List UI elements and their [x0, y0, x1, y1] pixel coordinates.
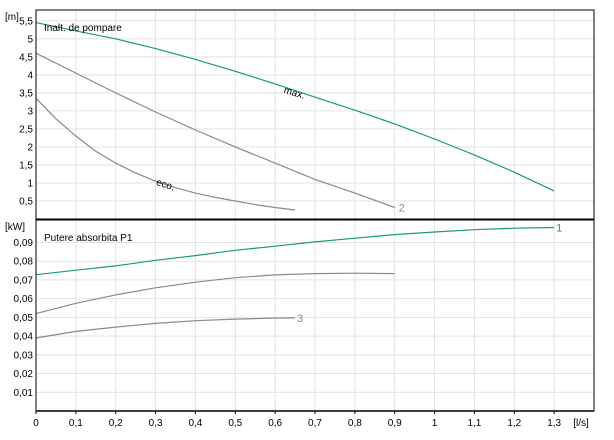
y-tick-label: 3 [27, 106, 33, 117]
x-tick-label: 0,8 [348, 418, 362, 429]
x-tick-label: 1,2 [507, 418, 521, 429]
grid-layer [36, 10, 594, 411]
y-tick-label: 2,5 [19, 124, 33, 135]
y-tick-label: 5,5 [19, 16, 33, 27]
y-axis-label: [kW] [5, 222, 25, 233]
panel-title: Inalt. de pompare [44, 23, 122, 34]
y-tick-label: 0,09 [14, 238, 34, 249]
x-tick-label: 0,3 [149, 418, 163, 429]
x-tick-label: 0 [33, 418, 39, 429]
y-tick-label: 4 [27, 70, 33, 81]
x-tick-label: 0,4 [188, 418, 202, 429]
y-tick-label: 0,5 [19, 196, 33, 207]
series-line [35, 272, 395, 315]
y-tick-label: 0,03 [14, 350, 34, 361]
series-layer [35, 22, 555, 339]
y-tick-label: 1 [27, 178, 33, 189]
y-tick-label: 0,06 [14, 294, 34, 305]
y-tick-label: 0,07 [14, 275, 34, 286]
x-tick-label: 0,1 [69, 418, 83, 429]
y-tick-label: 2 [27, 142, 33, 153]
curve-number-label: 2 [399, 202, 405, 214]
series-line [35, 97, 296, 211]
series-line [35, 22, 555, 192]
y-tick-label: 4,5 [19, 52, 33, 63]
y-tick-label: 5 [27, 34, 33, 45]
y-tick-label: 0,02 [14, 369, 34, 380]
y-tick-label: 3,5 [19, 88, 33, 99]
x-tick-label: 0,6 [268, 418, 282, 429]
y-tick-label: 0,04 [14, 332, 34, 343]
x-tick-label: 1,1 [467, 418, 481, 429]
series-line [35, 317, 296, 339]
y-tick-label: 0,05 [14, 313, 34, 324]
series-line [35, 52, 395, 209]
y-tick-label: 0,01 [14, 388, 34, 399]
curve-number-label: 3 [297, 313, 303, 325]
y-axis-label: [m] [5, 12, 19, 23]
x-tick-label: 0,2 [109, 418, 123, 429]
panel-title: Putere absorbita P1 [44, 233, 133, 244]
x-tick-label: 0,7 [308, 418, 322, 429]
x-tick-label: 0,9 [388, 418, 402, 429]
curve-number-label: 1 [556, 222, 562, 234]
x-tick-label: 1,3 [547, 418, 561, 429]
text-layer: 0,5 1 1,5 2 2,5 3 3,5 4 4,5 5 5,5[m] Inalt. de pomp… [5, 12, 589, 429]
y-tick-label: 1,5 [19, 160, 33, 171]
x-tick-label: 1 [432, 418, 438, 429]
y-tick-label: 0,08 [14, 257, 34, 268]
x-tick-label: 0,5 [228, 418, 242, 429]
frame-layer [35, 9, 595, 414]
series-line [35, 226, 555, 276]
x-axis-label: [l/s] [573, 418, 589, 429]
